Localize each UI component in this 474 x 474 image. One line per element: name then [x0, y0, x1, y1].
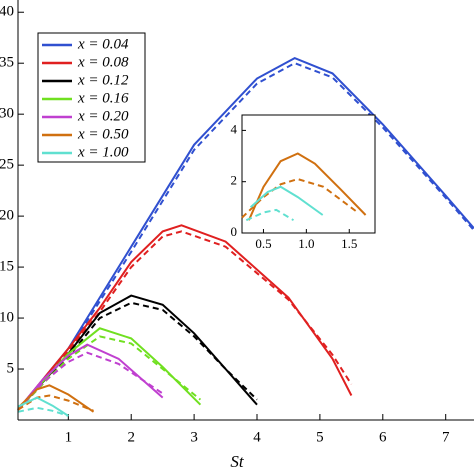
legend-label: x = 0.50	[77, 126, 129, 142]
dashed-line	[241, 178, 359, 219]
y-tick-label: 0	[231, 224, 238, 239]
legend-label: x = 0.12	[77, 72, 129, 88]
legend-label: x = 0.04	[77, 36, 129, 52]
y-tick-label: 40	[0, 4, 14, 20]
x-tick-label: 3	[190, 429, 198, 445]
series-line	[249, 185, 324, 216]
series-line	[17, 343, 164, 411]
x-tick-label: 6	[379, 429, 387, 445]
dashed-line	[17, 301, 258, 411]
y-tick-label: 20	[0, 208, 14, 224]
x-tick-label: 1	[65, 429, 73, 445]
legend-label: x = 1.00	[77, 144, 129, 160]
dashed-line	[17, 351, 164, 411]
legend-label: x = 0.16	[77, 90, 129, 106]
legend-frame	[37, 32, 146, 163]
series-line	[17, 327, 202, 411]
series-line	[247, 152, 367, 221]
dashed-line	[17, 230, 353, 411]
series-line	[17, 384, 95, 413]
y-tick-label: 5	[7, 360, 15, 376]
dashed-line	[17, 335, 202, 411]
x-tick-label: 1.5	[341, 236, 357, 251]
y-tick-label: 10	[0, 309, 14, 325]
inset-plot: 0.5 1.0 1.5 0 2 4	[231, 114, 376, 251]
x-tick-label: 4	[253, 429, 261, 445]
series-line	[17, 294, 258, 411]
dashed-line	[17, 406, 69, 417]
legend-label: x = 0.20	[77, 108, 129, 124]
y-tick-label: 4	[231, 121, 238, 136]
x-tick-label: 5	[316, 429, 324, 445]
legend-label: x = 0.08	[77, 54, 129, 70]
x-axis-label: St	[230, 452, 245, 471]
series-line	[17, 56, 474, 411]
x-tick-label: 0.5	[255, 236, 271, 251]
legend: x = 0.04 x = 0.08 x = 0.12 x = 0.16 x = 0.20…	[37, 32, 146, 163]
series-line	[17, 396, 69, 417]
dashed-line	[245, 208, 295, 222]
y-tick-label: 2	[231, 173, 238, 188]
y-tick-label: 30	[0, 106, 14, 122]
inset-frame	[241, 114, 376, 234]
y-tick-label: 35	[0, 55, 14, 71]
x-tick-label: 7	[442, 429, 450, 445]
series-line	[17, 224, 353, 411]
y-tick-label: 15	[0, 259, 14, 275]
x-tick-label: 2	[127, 429, 135, 445]
x-tick-label: 1.0	[298, 236, 314, 251]
y-tick-label: 25	[0, 157, 14, 173]
